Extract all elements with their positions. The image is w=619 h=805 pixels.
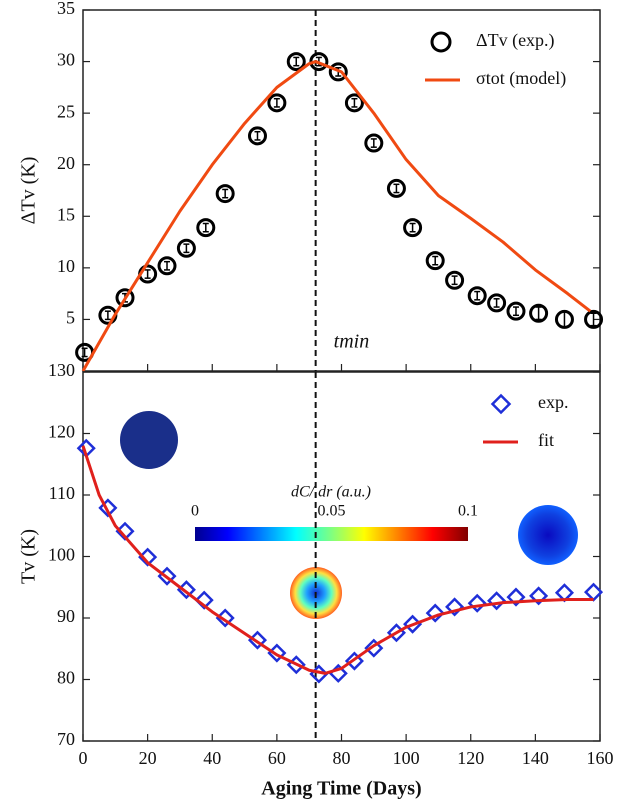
data-point <box>583 582 604 602</box>
error-bar <box>432 255 439 266</box>
x-tick-label: 0 <box>79 748 88 768</box>
data-point <box>286 52 306 72</box>
error-bar <box>370 138 377 148</box>
error-bar <box>409 222 416 233</box>
y-tick-label: 130 <box>48 360 75 380</box>
y-tick-label: 15 <box>57 204 75 224</box>
colorbar <box>195 527 468 541</box>
data-point <box>267 93 287 113</box>
y-tick-label: 30 <box>57 50 75 70</box>
data-point <box>487 591 507 611</box>
legend-label: ΔTv (exp.) <box>476 30 555 51</box>
data-point <box>554 583 575 603</box>
colorbar-label: dC/ dr (a.u.) <box>291 484 371 501</box>
sample-image <box>120 411 178 469</box>
error-bar <box>474 290 481 301</box>
error-bar <box>254 130 261 141</box>
error-bar <box>144 269 151 279</box>
data-point <box>487 293 507 313</box>
y-tick-label: 110 <box>49 483 75 503</box>
sample-image <box>518 505 578 565</box>
data-point <box>138 547 158 567</box>
colorbar-tick-label: 0.05 <box>318 503 346 520</box>
legend-marker <box>430 31 452 53</box>
error-bar <box>590 312 597 327</box>
error-bar <box>561 310 568 329</box>
annotation: tmin <box>334 331 370 353</box>
y-tick-label: 80 <box>57 668 75 688</box>
legend-label: exp. <box>538 392 569 412</box>
data-point <box>386 178 406 198</box>
x-tick-label: 80 <box>333 748 351 768</box>
data-point <box>247 126 267 146</box>
error-bar <box>535 306 542 321</box>
y-tick-label: 20 <box>57 153 75 173</box>
x-axis-label: Aging Time (Days) <box>261 778 421 800</box>
data-point <box>364 133 384 153</box>
data-line <box>81 60 592 372</box>
error-bar <box>273 97 280 108</box>
y-tick-label: 100 <box>48 545 75 565</box>
x-tick-label: 160 <box>587 748 614 768</box>
data-point <box>176 238 196 258</box>
data-point <box>403 614 423 634</box>
x-tick-label: 20 <box>139 748 157 768</box>
y-tick-label: 90 <box>57 606 75 626</box>
data-point <box>215 184 235 204</box>
data-point <box>445 270 465 290</box>
x-tick-label: 60 <box>268 748 286 768</box>
error-bar <box>183 243 190 254</box>
error-bar <box>493 298 500 308</box>
colorbar-tick-label: 0 <box>191 503 199 520</box>
y-tick-label: 35 <box>57 0 75 18</box>
data-point <box>196 218 216 238</box>
data-point <box>328 62 348 82</box>
error-bar <box>351 97 358 108</box>
y-axis-label: Tv (K) <box>18 529 40 584</box>
error-bar <box>451 275 458 286</box>
data-point <box>76 438 96 458</box>
data-point <box>506 301 526 321</box>
data-point <box>115 288 135 308</box>
error-bar <box>222 188 229 199</box>
x-tick-label: 120 <box>457 748 484 768</box>
x-tick-label: 100 <box>393 748 420 768</box>
data-point <box>467 286 487 306</box>
legend-label: fit <box>538 430 554 450</box>
y-tick-label: 10 <box>57 256 75 276</box>
data-point <box>403 218 423 238</box>
data-point <box>344 93 364 113</box>
error-bar <box>293 56 300 67</box>
data-point <box>115 521 135 541</box>
legend-label: σtot (model) <box>476 68 566 89</box>
error-bar <box>393 183 400 194</box>
y-tick-label: 70 <box>57 729 75 749</box>
error-bar <box>104 310 111 321</box>
colorbar-tick-label: 0.1 <box>458 503 478 520</box>
y-axis-label: ΔTv (K) <box>18 157 40 225</box>
data-point <box>584 309 604 329</box>
legend-marker <box>490 393 512 415</box>
x-tick-label: 40 <box>203 748 221 768</box>
error-bar <box>512 306 519 317</box>
data-point <box>157 256 177 276</box>
data-point <box>425 251 445 271</box>
y-tick-label: 25 <box>57 101 75 121</box>
error-bar <box>164 260 171 271</box>
data-point <box>529 303 549 323</box>
data-point <box>467 593 487 613</box>
x-tick-label: 140 <box>522 748 549 768</box>
error-bar <box>81 347 88 358</box>
error-bar <box>202 222 209 233</box>
y-tick-label: 5 <box>66 308 75 328</box>
y-tick-label: 120 <box>48 422 75 442</box>
data-line <box>81 445 594 675</box>
